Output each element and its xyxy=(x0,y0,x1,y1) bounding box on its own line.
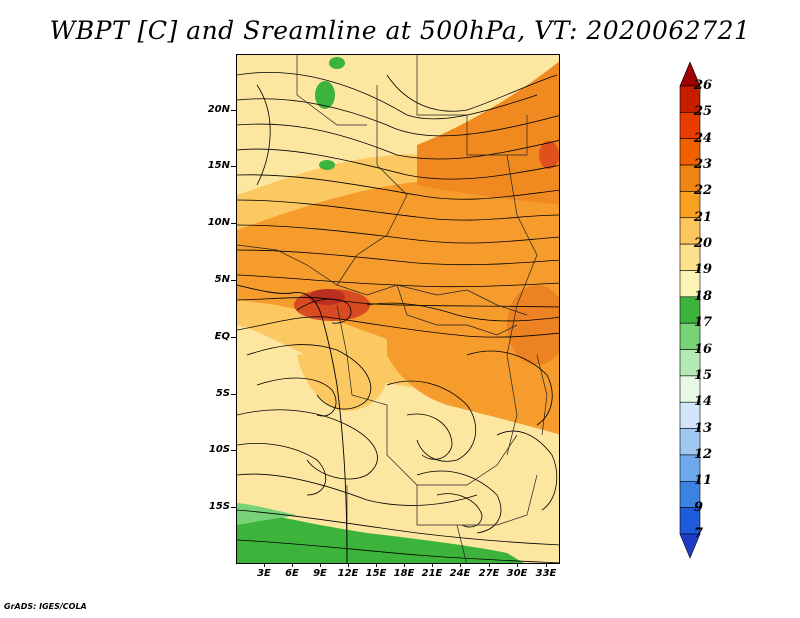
lat-label-15n: 15N xyxy=(207,160,230,171)
lat-label-5n: 5N xyxy=(214,274,230,285)
colorbar-label: 16 xyxy=(694,341,713,357)
colorbar-label: 12 xyxy=(694,446,713,462)
lon-tick xyxy=(320,563,321,567)
colorbar-label: 9 xyxy=(694,499,704,515)
lat-label-eq: EQ xyxy=(214,331,230,342)
colorbar-label: 25 xyxy=(694,104,713,120)
lat-tick xyxy=(231,507,236,508)
lon-label-15e: 15E xyxy=(365,568,387,579)
lon-tick xyxy=(517,563,518,567)
lon-tick xyxy=(460,563,461,567)
field-north-cream xyxy=(237,55,437,205)
lon-label-30e: 30E xyxy=(506,568,528,579)
lon-label-9e: 9E xyxy=(313,568,327,579)
colorbar-bottom-triangle xyxy=(679,533,701,559)
field-16-south xyxy=(237,503,297,525)
colorbar-label: 22 xyxy=(694,183,713,199)
chart-title: WBPT [C] and Sreamline at 500hPa, VT: 20… xyxy=(49,16,751,45)
lon-tick xyxy=(376,563,377,567)
lat-tick xyxy=(231,394,236,395)
country-borders xyxy=(237,55,548,563)
colorbar-label: 17 xyxy=(694,315,713,331)
field-ne-22 xyxy=(417,61,559,205)
field-ne-23 xyxy=(539,141,559,169)
lon-tick xyxy=(264,563,265,567)
colorbar-label: 23 xyxy=(694,157,713,173)
colorbar-label: 21 xyxy=(694,209,713,225)
lat-label-15s: 15S xyxy=(208,501,230,512)
field-center-lighter xyxy=(297,351,387,411)
lon-tick xyxy=(489,563,490,567)
field-17-south xyxy=(237,507,524,563)
lat-tick xyxy=(231,337,236,338)
colorbar-label: 26 xyxy=(694,78,713,93)
colorbar-label: 19 xyxy=(694,262,713,278)
field-17-north-a xyxy=(315,81,335,109)
lat-tick xyxy=(231,166,236,167)
lon-label-21e: 21E xyxy=(421,568,443,579)
colorbar xyxy=(679,61,701,559)
lon-tick xyxy=(546,563,547,567)
streamlines xyxy=(237,72,559,563)
lat-label-10n: 10N xyxy=(207,217,230,228)
lat-tick xyxy=(231,280,236,281)
lat-label-5s: 5S xyxy=(215,388,230,399)
colorbar-label: 18 xyxy=(694,288,713,304)
colorbar-label: 11 xyxy=(694,473,713,489)
lon-label-33e: 33E xyxy=(535,568,557,579)
map-panel xyxy=(236,54,560,564)
lat-label-20n: 20N xyxy=(207,104,230,115)
field-24-core xyxy=(309,289,345,305)
lon-label-18e: 18E xyxy=(393,568,415,579)
lon-tick xyxy=(348,563,349,567)
map-svg xyxy=(237,55,559,563)
lon-label-27e: 27E xyxy=(478,568,500,579)
lon-tick xyxy=(292,563,293,567)
grads-credit: GrADS: IGES/COLA xyxy=(4,602,87,611)
lat-tick xyxy=(231,223,236,224)
field-east-22 xyxy=(507,285,559,365)
colorbar-label: 14 xyxy=(694,394,713,410)
lat-tick xyxy=(231,110,236,111)
lon-label-6e: 6E xyxy=(285,568,299,579)
field-17-north-c xyxy=(319,160,335,170)
lon-label-12e: 12E xyxy=(337,568,359,579)
coastline-west xyxy=(237,284,348,563)
lat-tick xyxy=(231,450,236,451)
lon-label-24e: 24E xyxy=(449,568,471,579)
colorbar-label: 15 xyxy=(694,367,713,383)
colorbar-label: 7 xyxy=(694,526,704,541)
colorbar-label: 20 xyxy=(694,236,713,252)
lon-tick xyxy=(404,563,405,567)
lon-tick xyxy=(432,563,433,567)
colorbar-label: 13 xyxy=(694,420,713,436)
field-17-north-b xyxy=(329,57,345,69)
colorbar-label: 24 xyxy=(694,130,713,146)
lon-label-3e: 3E xyxy=(257,568,271,579)
lat-label-10s: 10S xyxy=(208,444,230,455)
